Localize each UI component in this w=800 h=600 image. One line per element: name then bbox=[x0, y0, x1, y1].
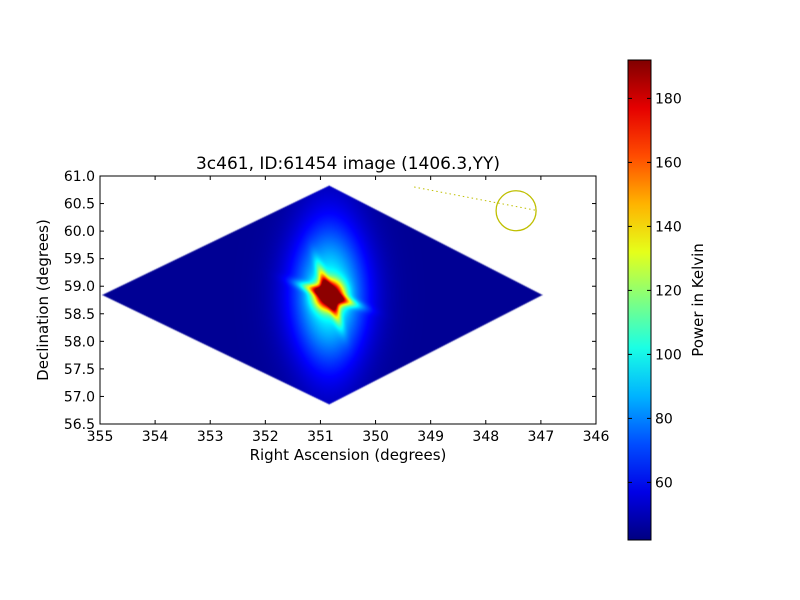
x-axis: 355 354 353 352 351 350 349 348 347 346 bbox=[87, 176, 610, 445]
y-axis-label: Declination (degrees) bbox=[34, 219, 52, 381]
x-tick-label: 349 bbox=[417, 429, 444, 445]
colorbar-tick-label: 100 bbox=[655, 347, 682, 363]
colorbar-tick-label: 160 bbox=[655, 155, 682, 171]
colorbar-axis: 60 80 100 120 140 160 180 bbox=[628, 91, 682, 491]
heatmap-image bbox=[100, 176, 596, 424]
x-tick-label: 347 bbox=[528, 429, 555, 445]
y-tick-label: 59.0 bbox=[64, 279, 95, 295]
y-tick-label: 56.5 bbox=[64, 417, 95, 433]
y-tick-label: 57.5 bbox=[64, 362, 95, 378]
colorbar-tick-label: 180 bbox=[655, 91, 682, 107]
x-tick-label: 351 bbox=[307, 429, 334, 445]
x-tick-label: 346 bbox=[583, 429, 610, 445]
beam-marker-circle bbox=[495, 190, 537, 232]
colorbar-tick-label: 60 bbox=[655, 475, 673, 491]
x-tick-label: 355 bbox=[87, 429, 114, 445]
y-tick-label: 59.5 bbox=[64, 252, 95, 268]
x-tick-label: 353 bbox=[197, 429, 224, 445]
y-tick-label: 61.0 bbox=[64, 169, 95, 185]
y-tick-label: 57.0 bbox=[64, 389, 95, 405]
x-axis-label: Right Ascension (degrees) bbox=[250, 446, 447, 464]
y-axis: 56.5 57.0 57.5 58.0 58.5 59.0 59.5 60.0 60.5 61.0 bbox=[64, 169, 596, 433]
axes-frame bbox=[99, 175, 597, 425]
y-tick-label: 58.0 bbox=[64, 334, 95, 350]
y-tick-label: 60.5 bbox=[64, 197, 95, 213]
colorbar-label: Power in Kelvin bbox=[689, 243, 707, 357]
colorbar-tick-label: 120 bbox=[655, 283, 682, 299]
colorbar bbox=[627, 59, 652, 541]
x-tick-label: 352 bbox=[252, 429, 279, 445]
colorbar-tick-label: 140 bbox=[655, 219, 682, 235]
x-tick-label: 350 bbox=[362, 429, 389, 445]
x-tick-label: 348 bbox=[472, 429, 499, 445]
y-tick-label: 58.5 bbox=[64, 307, 95, 323]
x-tick-label: 354 bbox=[142, 429, 169, 445]
chart-title: 3c461, ID:61454 image (1406.3,YY) bbox=[196, 154, 500, 174]
colorbar-tick-label: 80 bbox=[655, 411, 673, 427]
y-tick-label: 60.0 bbox=[64, 224, 95, 240]
